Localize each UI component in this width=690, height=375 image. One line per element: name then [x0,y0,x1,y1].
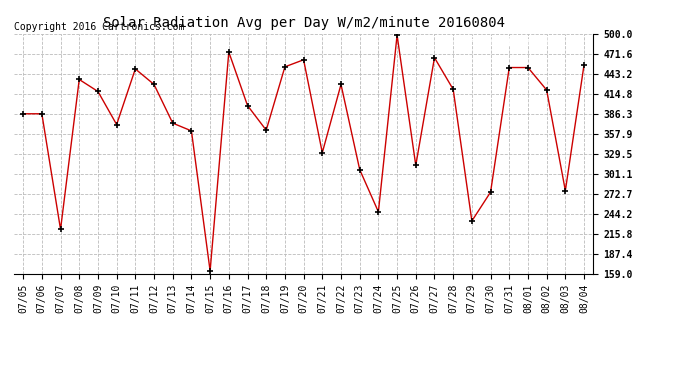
Title: Solar Radiation Avg per Day W/m2/minute 20160804: Solar Radiation Avg per Day W/m2/minute … [103,16,504,30]
Text: Copyright 2016 Cartronics.com: Copyright 2016 Cartronics.com [14,22,184,33]
